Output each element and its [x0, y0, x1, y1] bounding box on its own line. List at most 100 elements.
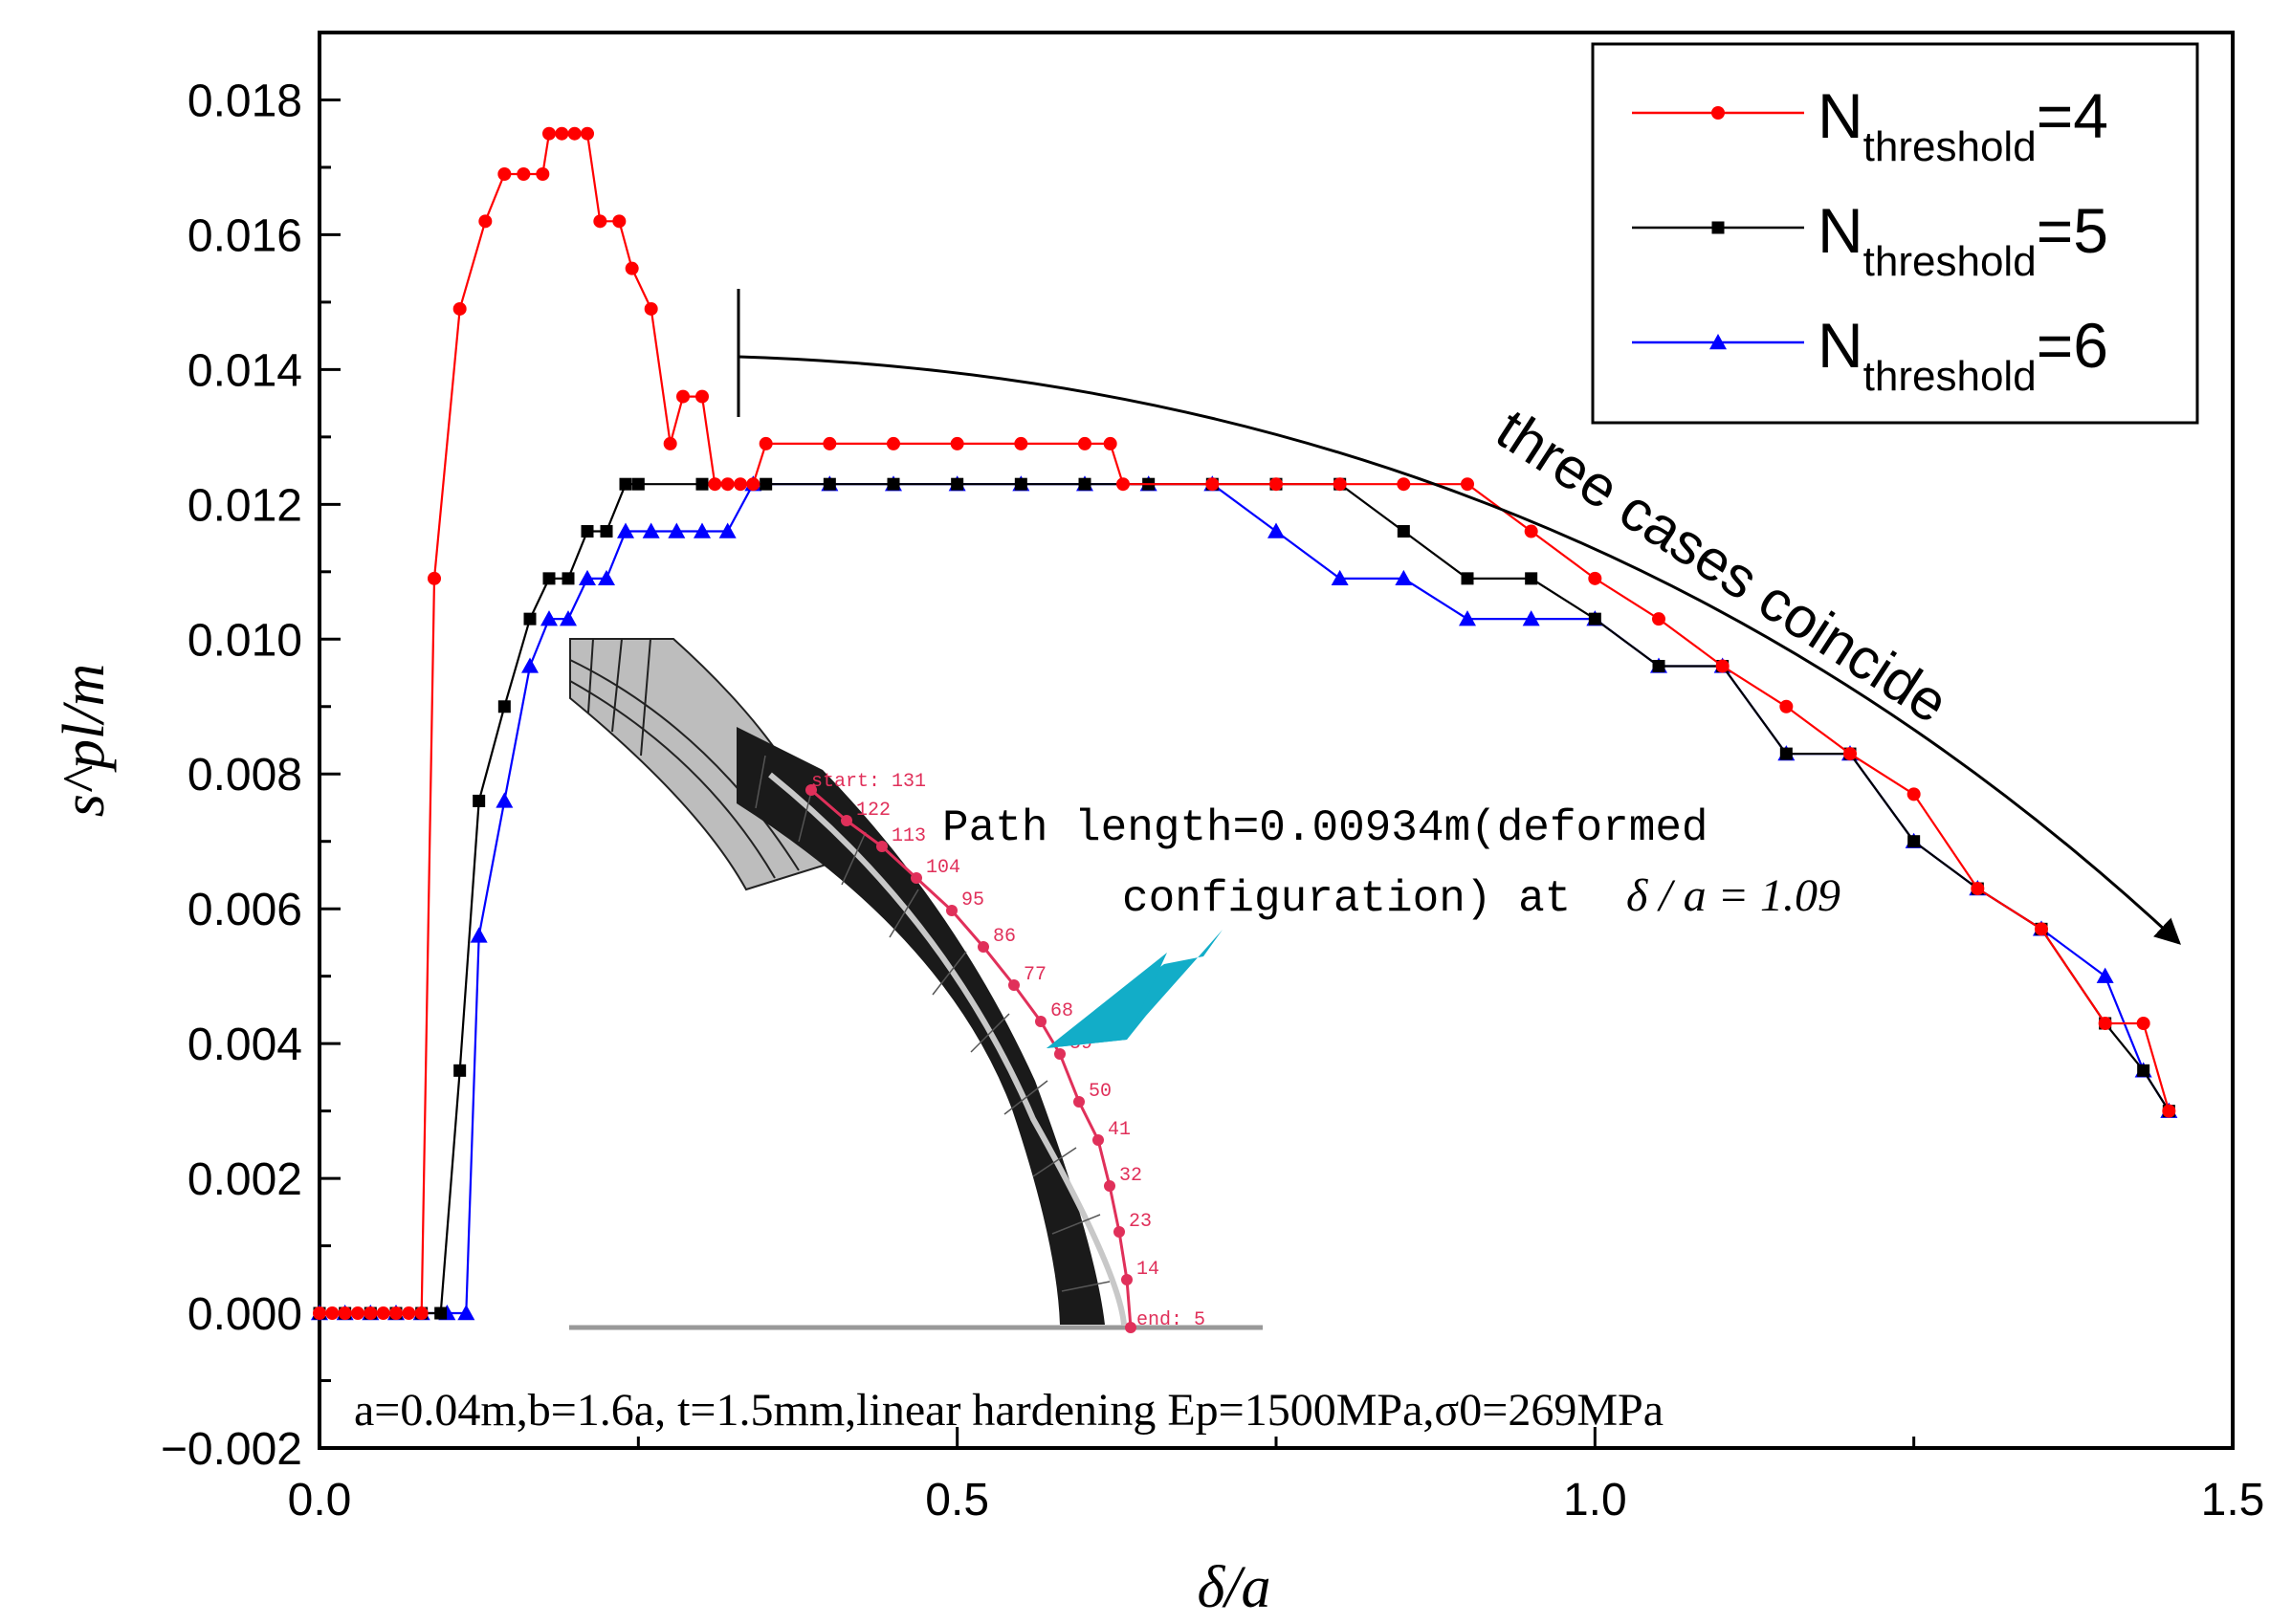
data-point	[1971, 882, 1985, 896]
path-node	[1121, 1274, 1133, 1285]
path-node	[1054, 1048, 1066, 1060]
data-point	[1652, 612, 1665, 626]
data-point	[2136, 1017, 2150, 1030]
legend-marker	[1709, 334, 1727, 350]
path-node-label: 104	[926, 857, 960, 879]
data-point	[1588, 612, 1601, 625]
y-tick-label: 0.006	[187, 885, 302, 935]
data-point	[2035, 922, 2048, 936]
x-tick-label: 0.5	[925, 1475, 989, 1525]
data-point	[1116, 477, 1130, 492]
mesh-shell-black	[737, 727, 1105, 1325]
data-point	[1459, 610, 1476, 626]
y-tick-label: 0.000	[187, 1289, 302, 1340]
data-point	[695, 477, 709, 491]
data-point	[1333, 477, 1347, 492]
data-point	[560, 610, 577, 626]
path-node-label: 32	[1119, 1165, 1142, 1187]
path-node-label: 14	[1136, 1259, 1159, 1281]
data-point	[708, 477, 722, 492]
path-node	[978, 941, 989, 953]
data-point	[668, 522, 686, 538]
y-tick-label: 0.018	[187, 76, 302, 126]
data-point	[351, 1306, 364, 1321]
path-length-line2: configuration) at	[1122, 874, 1571, 924]
y-tick-label: 0.016	[187, 210, 302, 261]
path-node	[1113, 1226, 1125, 1238]
data-point	[567, 126, 582, 141]
data-point	[555, 126, 569, 141]
mesh-stripe	[768, 772, 1127, 1326]
data-point	[389, 1306, 403, 1321]
legend-label: Nthreshold=6	[1818, 310, 2108, 400]
data-point	[1907, 835, 1921, 848]
data-point	[1205, 477, 1220, 492]
data-point	[1779, 699, 1794, 713]
node-end-label: end: 5	[1136, 1309, 1205, 1331]
data-point	[453, 1064, 467, 1077]
x-axis-title: δ/a	[1197, 1555, 1270, 1620]
path-node-label: 68	[1050, 1000, 1073, 1022]
data-point	[1269, 477, 1283, 492]
data-point	[1461, 572, 1474, 585]
data-point	[457, 1305, 475, 1321]
data-point	[746, 477, 760, 492]
data-point	[452, 301, 467, 316]
x-tick-label: 1.0	[1563, 1475, 1627, 1525]
mesh-inset: 12211310495867768595041322314 start: 131…	[569, 638, 1263, 1333]
data-point	[619, 477, 632, 491]
path-node	[876, 841, 888, 852]
data-point	[414, 1306, 429, 1321]
data-point	[581, 525, 594, 538]
coincide-label: three cases coincide	[1486, 397, 1959, 735]
path-nodes: 12211310495867768595041322314	[805, 784, 1159, 1333]
data-point	[720, 477, 735, 492]
data-point	[694, 522, 711, 538]
legend-marker	[1711, 221, 1725, 234]
data-point	[1103, 436, 1117, 450]
path-node-label: 23	[1129, 1211, 1152, 1233]
path-node-label: 50	[1089, 1081, 1112, 1103]
data-point	[759, 436, 773, 450]
data-point	[695, 389, 709, 404]
data-point	[523, 612, 537, 625]
data-point	[1461, 477, 1474, 492]
legend-entries: Nthreshold=4 Nthreshold=5 Nthreshold=6	[1632, 80, 2108, 400]
callout-arrow-head-icon	[1047, 953, 1167, 1048]
path-node-label: 41	[1108, 1119, 1131, 1141]
data-point	[1078, 477, 1091, 491]
data-point	[521, 657, 539, 673]
y-tick-label: −0.002	[161, 1424, 302, 1475]
data-point	[600, 525, 613, 538]
parameters-note: a=0.04m,b=1.6a, t=1.5mm,linear hardening…	[354, 1385, 1664, 1436]
data-point	[497, 700, 511, 713]
y-tick-labels: −0.002 0.000 0.002 0.004 0.006 0.008 0.010 0.01…	[161, 76, 302, 1475]
data-point	[612, 214, 627, 229]
data-point	[760, 477, 773, 491]
path-node-label: 86	[993, 926, 1016, 948]
path-node-label: 95	[961, 889, 984, 911]
legend-marker	[1711, 106, 1725, 120]
data-point	[428, 571, 441, 585]
data-point	[823, 477, 836, 491]
path-node	[911, 872, 922, 884]
data-point	[473, 794, 486, 807]
data-point	[887, 477, 900, 491]
path-node	[1092, 1134, 1104, 1146]
data-point	[542, 572, 556, 585]
path-node	[1008, 979, 1020, 991]
series-layer	[311, 126, 2178, 1321]
y-tick-label: 0.002	[187, 1154, 302, 1205]
data-point	[470, 927, 488, 943]
path-node	[1073, 1096, 1085, 1108]
data-point	[1525, 572, 1538, 585]
data-point	[338, 1306, 352, 1321]
data-point	[617, 522, 634, 538]
data-point	[1715, 659, 1730, 673]
path-node	[1035, 1016, 1047, 1027]
y-tick-label: 0.012	[187, 480, 302, 531]
data-point	[1588, 571, 1602, 585]
data-point	[562, 572, 575, 585]
data-point	[1014, 477, 1027, 491]
